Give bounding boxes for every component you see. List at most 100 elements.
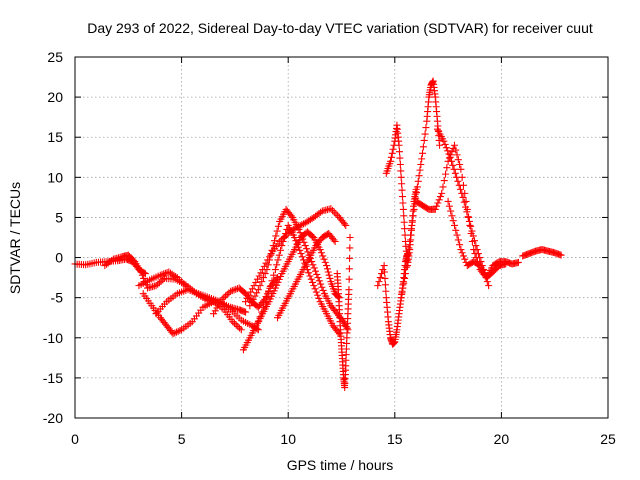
x-tick-label: 0 bbox=[71, 431, 79, 447]
data-point bbox=[398, 193, 406, 201]
data-point bbox=[296, 246, 304, 254]
plot-frame bbox=[74, 56, 609, 419]
data-point bbox=[291, 234, 299, 241]
data-point bbox=[400, 218, 408, 226]
data-point bbox=[454, 156, 462, 164]
data-point bbox=[395, 141, 403, 149]
data-point bbox=[257, 269, 265, 277]
data-point bbox=[387, 157, 395, 165]
data-point bbox=[472, 242, 480, 250]
data-point bbox=[381, 274, 389, 282]
data-point bbox=[171, 329, 179, 337]
data-point bbox=[278, 242, 286, 250]
data-point bbox=[108, 256, 116, 264]
data-point bbox=[380, 262, 388, 270]
data-point bbox=[282, 229, 290, 237]
data-point bbox=[266, 282, 274, 290]
data-point bbox=[345, 275, 353, 283]
data-point bbox=[452, 146, 460, 154]
data-point bbox=[407, 225, 415, 233]
data-point bbox=[249, 295, 257, 303]
data-point bbox=[243, 294, 251, 302]
data-point bbox=[261, 270, 269, 278]
data-point bbox=[381, 281, 389, 289]
data-point bbox=[467, 222, 475, 230]
data-point bbox=[304, 248, 312, 256]
data-point bbox=[469, 232, 477, 240]
data-point bbox=[313, 270, 321, 278]
data-point bbox=[448, 212, 456, 220]
data-point bbox=[320, 255, 328, 263]
data-point bbox=[346, 254, 354, 262]
data-point bbox=[274, 222, 282, 230]
data-point bbox=[230, 286, 238, 294]
data-point bbox=[442, 170, 450, 178]
data-point bbox=[346, 234, 354, 241]
data-point bbox=[439, 183, 447, 191]
data-point bbox=[444, 197, 452, 205]
data-point bbox=[376, 274, 384, 282]
data-point bbox=[172, 328, 180, 336]
data-point bbox=[454, 177, 462, 185]
data-point bbox=[311, 285, 319, 293]
data-point bbox=[160, 270, 168, 278]
data-point bbox=[422, 124, 430, 132]
data-point bbox=[395, 148, 403, 156]
data-point bbox=[476, 254, 484, 262]
series-arc-11 bbox=[274, 229, 339, 322]
data-point bbox=[154, 280, 162, 288]
y-tick-label: 15 bbox=[47, 129, 63, 145]
data-point bbox=[265, 288, 273, 296]
data-point bbox=[277, 272, 285, 280]
data-point bbox=[401, 274, 409, 282]
data-point bbox=[459, 193, 467, 201]
data-point bbox=[242, 298, 250, 306]
data-point bbox=[445, 202, 453, 210]
data-point bbox=[250, 282, 258, 290]
data-point bbox=[450, 141, 458, 149]
series-arc-10 bbox=[254, 221, 343, 338]
data-point bbox=[210, 310, 218, 318]
x-axis-title: GPS time / hours bbox=[287, 457, 394, 473]
data-point bbox=[292, 237, 300, 245]
data-point bbox=[263, 294, 271, 302]
data-point bbox=[317, 249, 325, 257]
x-tick-label: 10 bbox=[280, 431, 296, 447]
data-point bbox=[317, 208, 325, 216]
data-point bbox=[299, 235, 307, 243]
data-point bbox=[452, 226, 460, 234]
data-point bbox=[275, 275, 283, 283]
y-tick-label: 10 bbox=[47, 169, 63, 185]
y-tick-label: 20 bbox=[47, 89, 63, 105]
data-point bbox=[397, 173, 405, 181]
data-point bbox=[254, 326, 262, 334]
data-point bbox=[309, 232, 317, 240]
data-point bbox=[378, 270, 386, 278]
data-point bbox=[305, 269, 313, 277]
data-point bbox=[414, 177, 422, 185]
data-point bbox=[340, 220, 348, 228]
data-point bbox=[421, 130, 429, 138]
data-point bbox=[314, 291, 322, 299]
data-point bbox=[253, 275, 261, 283]
data-point bbox=[268, 246, 276, 254]
data-point bbox=[323, 262, 331, 270]
y-tick-label: 0 bbox=[55, 250, 63, 266]
data-point bbox=[413, 183, 421, 191]
data-point bbox=[159, 276, 167, 284]
data-point bbox=[327, 205, 335, 213]
data-point bbox=[287, 212, 295, 220]
data-point bbox=[271, 266, 279, 274]
data-point bbox=[255, 272, 263, 280]
data-point bbox=[375, 278, 383, 286]
data-point bbox=[271, 284, 279, 292]
data-point bbox=[227, 287, 235, 295]
data-point bbox=[300, 238, 308, 246]
y-tick-label: -15 bbox=[43, 370, 63, 386]
data-point bbox=[409, 212, 417, 220]
data-point bbox=[514, 258, 522, 266]
data-point bbox=[460, 198, 468, 206]
data-point bbox=[399, 205, 407, 213]
data-point bbox=[306, 272, 314, 280]
data-point bbox=[434, 199, 442, 207]
